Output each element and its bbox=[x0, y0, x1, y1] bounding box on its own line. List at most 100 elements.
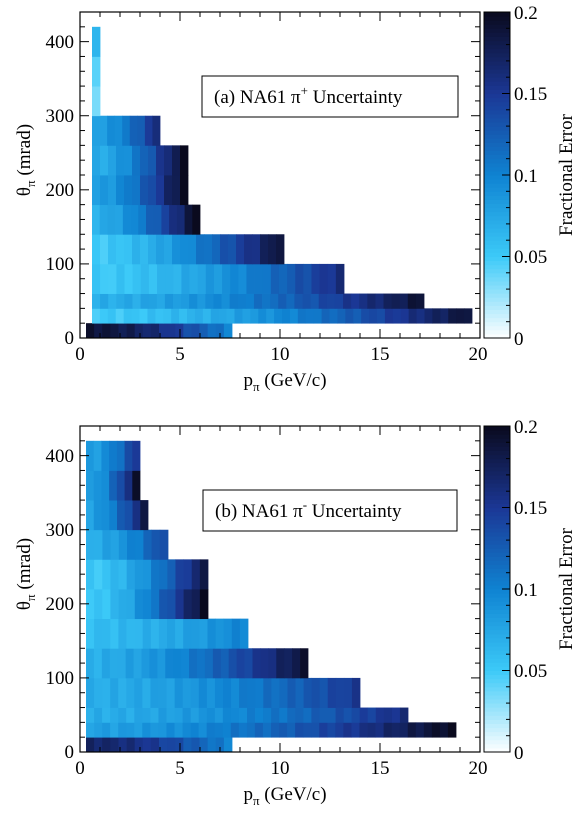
heatmap-cell bbox=[255, 707, 264, 723]
colorbar-step bbox=[484, 276, 510, 282]
x-tick-label: 15 bbox=[371, 758, 390, 779]
colorbar-step bbox=[484, 166, 510, 172]
colorbar-step bbox=[484, 633, 510, 639]
colorbar-step bbox=[484, 333, 510, 339]
heatmap-cell bbox=[456, 308, 465, 324]
heatmap-cell bbox=[207, 323, 217, 339]
colorbar-step bbox=[484, 52, 510, 58]
colorbar-step bbox=[484, 678, 510, 684]
colorbar-frame-b bbox=[483, 425, 511, 753]
heatmap-cell bbox=[377, 308, 386, 324]
heatmap-cell bbox=[132, 263, 142, 294]
heatmap-cell bbox=[191, 559, 201, 590]
heatmap-cell bbox=[188, 234, 197, 265]
axis-ticks-b bbox=[79, 425, 481, 753]
heatmap-cell bbox=[86, 323, 95, 339]
heatmap-cell bbox=[190, 722, 200, 738]
heatmap-cell bbox=[86, 470, 95, 501]
heatmap-cell bbox=[327, 263, 337, 294]
heatmap-cell bbox=[253, 293, 263, 309]
x-tick-label: 5 bbox=[175, 758, 185, 779]
heatmap-cell bbox=[107, 204, 116, 235]
heatmap-cell bbox=[295, 677, 304, 708]
heatmap-cell bbox=[206, 707, 216, 723]
heatmap-cell bbox=[440, 308, 449, 324]
legend-sup: + bbox=[301, 83, 308, 98]
colorbar-step bbox=[484, 666, 510, 671]
colorbar-step bbox=[484, 56, 510, 62]
colorbar-step bbox=[484, 203, 510, 209]
heatmap-cell bbox=[167, 618, 176, 649]
heatmap-cell bbox=[132, 500, 141, 531]
heatmap-cell bbox=[148, 293, 158, 309]
colorbar-step bbox=[484, 191, 510, 196]
heatmap-cell bbox=[159, 589, 168, 620]
y-title-sub: π bbox=[23, 180, 38, 187]
colorbar-step bbox=[484, 313, 510, 319]
heatmap-cell bbox=[375, 293, 384, 309]
heatmap-cell bbox=[399, 293, 409, 309]
colorbar-step bbox=[484, 572, 510, 578]
colorbar-step bbox=[484, 223, 510, 229]
heatmap-cell bbox=[214, 707, 224, 723]
heatmap-cell bbox=[157, 648, 166, 679]
heatmap-cell bbox=[156, 293, 166, 309]
heatmap-cell bbox=[242, 308, 251, 324]
heatmap-cell bbox=[223, 618, 233, 649]
heatmap-cell bbox=[175, 618, 184, 649]
colorbar-step bbox=[484, 293, 510, 298]
heatmap-cell bbox=[102, 707, 111, 723]
colorbar-step bbox=[484, 305, 510, 310]
heatmap-cell bbox=[118, 722, 127, 738]
heatmap-cell bbox=[110, 737, 119, 753]
heatmap-cell bbox=[183, 589, 193, 620]
heatmap-cell bbox=[130, 204, 139, 235]
heatmap-cell bbox=[172, 293, 182, 309]
colorbar-step bbox=[484, 89, 510, 95]
heatmap-cell bbox=[167, 559, 176, 590]
heatmap-cell bbox=[244, 234, 253, 265]
heatmap-cell bbox=[107, 308, 117, 324]
x-title-main: p bbox=[243, 370, 253, 391]
heatmap-cell bbox=[199, 559, 209, 590]
colorbar-step bbox=[484, 731, 510, 737]
heatmap-cell bbox=[99, 115, 108, 146]
heatmap-cell bbox=[92, 26, 101, 57]
x-title-main: p bbox=[243, 784, 253, 805]
heatmap-cell bbox=[431, 722, 441, 738]
heatmap-cell bbox=[142, 323, 152, 339]
colorbar-step bbox=[484, 289, 510, 294]
heatmap-cell bbox=[207, 618, 216, 649]
heatmap-cell bbox=[175, 737, 184, 753]
heatmap-cell bbox=[173, 648, 182, 679]
heatmap-cell bbox=[148, 145, 157, 176]
colorbar-step bbox=[484, 735, 510, 741]
heatmap-cell bbox=[92, 56, 101, 87]
colorbar-step bbox=[484, 601, 510, 606]
heatmap-cell bbox=[239, 618, 249, 649]
heatmap-cell bbox=[278, 293, 287, 309]
heatmap-cell bbox=[92, 115, 100, 146]
colorbar-step bbox=[484, 280, 510, 286]
colorbar-step bbox=[484, 552, 510, 557]
heatmap-cell bbox=[102, 559, 111, 590]
colorbar-step bbox=[484, 12, 510, 17]
colorbar-step bbox=[484, 654, 510, 659]
heatmap-cell bbox=[109, 470, 118, 501]
colorbar-step bbox=[484, 301, 510, 306]
heatmap-cell bbox=[231, 677, 240, 708]
colorbar-step bbox=[484, 85, 510, 90]
heatmap-cell bbox=[158, 707, 167, 723]
colorbar-step bbox=[484, 240, 510, 245]
colorbar-step bbox=[484, 244, 510, 249]
legend-text-a: (a) NA61 π+ Uncertainty bbox=[214, 83, 403, 108]
colorbar-step bbox=[484, 256, 510, 262]
colorbar-step bbox=[484, 329, 510, 335]
heatmap-cell bbox=[327, 677, 337, 708]
colorbar-step bbox=[484, 438, 510, 443]
heatmap-cell bbox=[134, 707, 143, 723]
colorbar-step bbox=[484, 113, 510, 119]
heatmap-cell bbox=[108, 145, 117, 176]
heatmap-cell bbox=[127, 529, 136, 560]
heatmap-cell bbox=[375, 707, 385, 723]
